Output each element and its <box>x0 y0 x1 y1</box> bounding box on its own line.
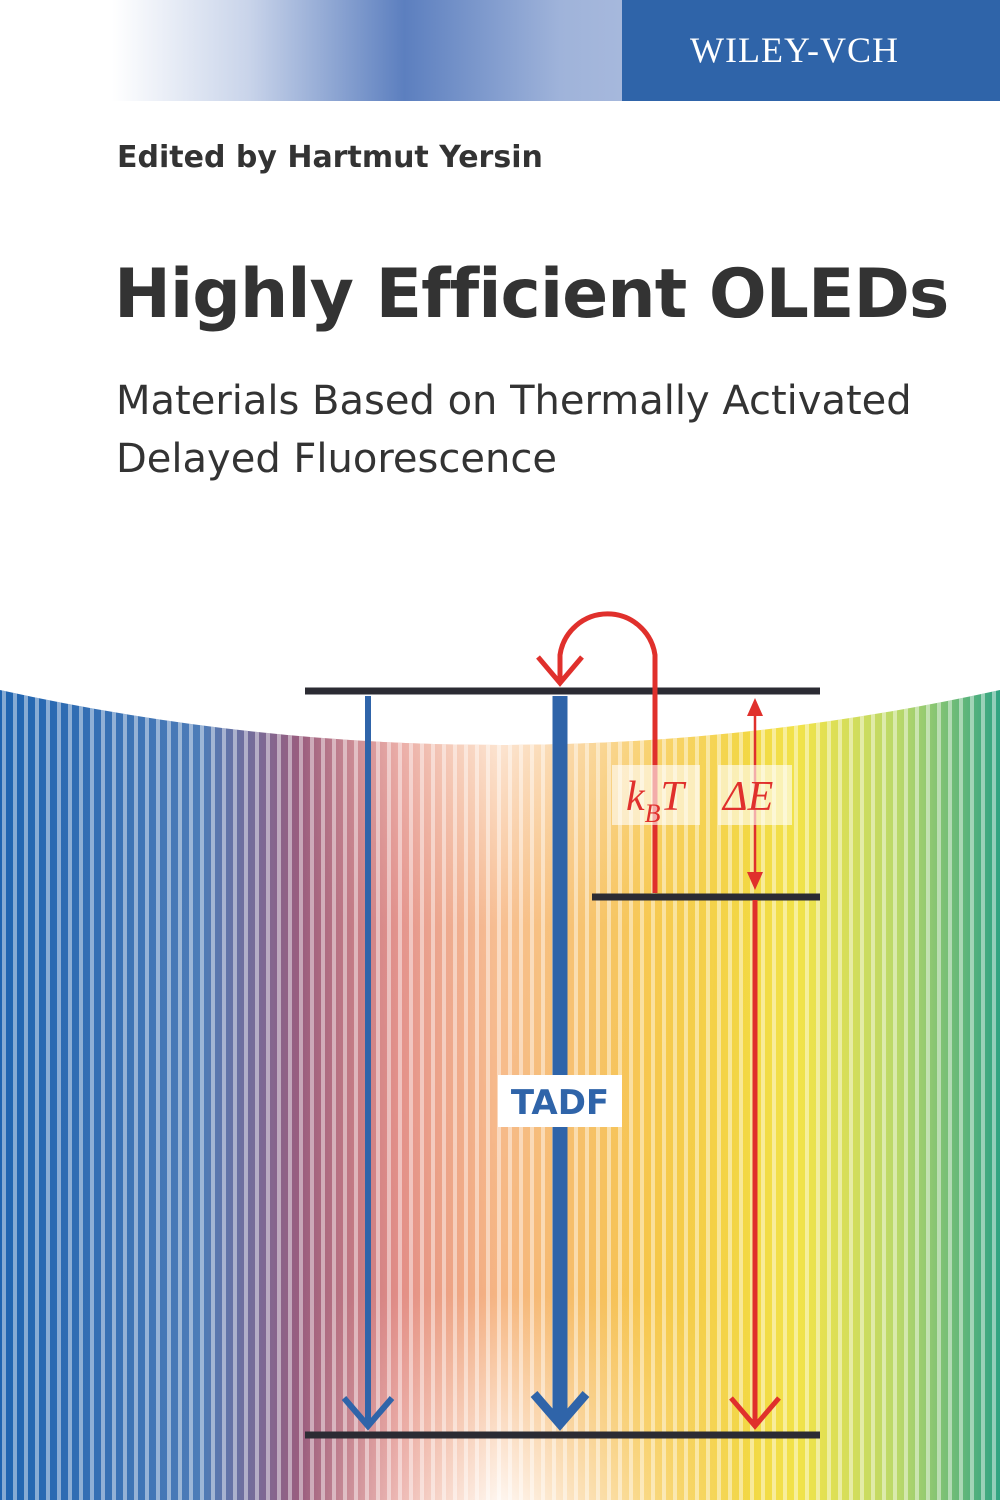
levels <box>305 687 820 1439</box>
label-part: T <box>661 774 687 820</box>
spectrum <box>0 690 1000 1500</box>
arrows <box>341 611 781 1431</box>
arrowhead <box>536 655 584 687</box>
label-bg <box>498 1075 622 1127</box>
thermal-label: kBT <box>626 774 687 828</box>
label-bg <box>612 765 700 825</box>
top-band <box>0 0 622 101</box>
tadf-label: TADF <box>511 1083 609 1123</box>
label-subscript: B <box>645 799 661 828</box>
publisher: WILEY-VCH <box>622 0 1000 101</box>
editor: Edited by Hartmut Yersin <box>117 140 543 175</box>
arrowhead <box>341 1396 395 1431</box>
gap-label: ΔE <box>721 774 773 820</box>
risc-arrow <box>557 611 658 893</box>
subtitle-line: Materials Based on Thermally Activated <box>116 378 912 424</box>
label-part: k <box>626 774 646 820</box>
arrowhead <box>729 1396 781 1430</box>
title: Highly Efficient OLEDs <box>114 255 949 334</box>
arrowhead <box>530 1391 590 1431</box>
label-bg <box>718 765 792 825</box>
subtitle-line: Delayed Fluorescence <box>116 436 557 482</box>
